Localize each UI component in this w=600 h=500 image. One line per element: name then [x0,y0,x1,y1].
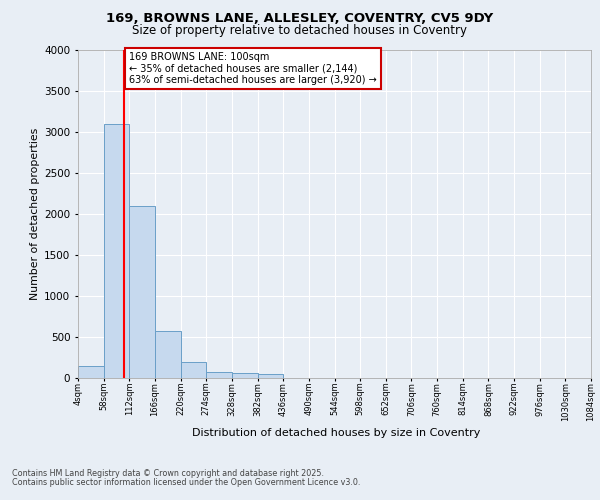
Bar [181,362,206,378]
Text: Contains HM Land Registry data © Crown copyright and database right 2025.: Contains HM Land Registry data © Crown c… [12,469,324,478]
Bar [206,372,232,378]
Text: 169 BROWNS LANE: 100sqm
← 35% of detached houses are smaller (2,144)
63% of semi: 169 BROWNS LANE: 100sqm ← 35% of detache… [130,52,377,85]
Text: 169, BROWNS LANE, ALLESLEY, COVENTRY, CV5 9DY: 169, BROWNS LANE, ALLESLEY, COVENTRY, CV… [106,12,494,26]
Bar [104,124,130,378]
Y-axis label: Number of detached properties: Number of detached properties [30,128,40,300]
Text: Contains public sector information licensed under the Open Government Licence v3: Contains public sector information licen… [12,478,361,487]
Bar [257,374,283,378]
Bar [78,366,104,378]
Bar [155,331,181,378]
Bar [232,374,257,378]
Text: Distribution of detached houses by size in Coventry: Distribution of detached houses by size … [192,428,480,438]
Text: Size of property relative to detached houses in Coventry: Size of property relative to detached ho… [133,24,467,37]
Bar [130,206,155,378]
